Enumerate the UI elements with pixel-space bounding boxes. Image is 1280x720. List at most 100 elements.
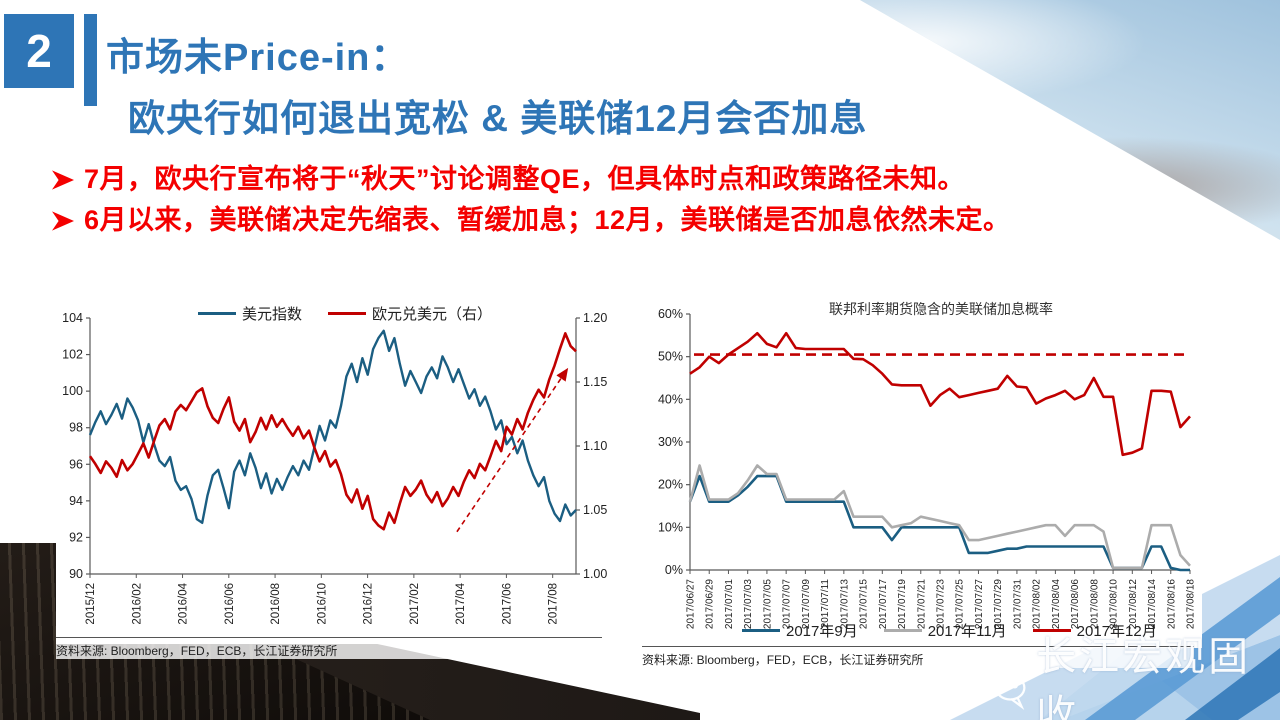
svg-text:2016/08: 2016/08 <box>270 583 282 625</box>
svg-text:1.20: 1.20 <box>583 311 607 325</box>
svg-text:2017/08/16: 2017/08/16 <box>1166 579 1177 629</box>
svg-text:104: 104 <box>62 311 83 325</box>
wechat-account-name: 长江宏观固收 <box>1036 635 1252 720</box>
legend-label: 2017年11月 <box>927 623 1007 640</box>
svg-text:94: 94 <box>69 494 83 508</box>
svg-text:98: 98 <box>69 421 83 435</box>
slide-title-line2: 欧央行如何退出宽松 & 美联储12月会否加息 <box>128 98 868 139</box>
slide-number-box: 2 <box>4 14 74 88</box>
svg-text:2017/08/18: 2017/08/18 <box>1186 579 1197 629</box>
svg-text:1.00: 1.00 <box>583 567 607 581</box>
wechat-icon <box>965 655 1026 710</box>
legend-label: 美元指数 <box>242 306 303 323</box>
svg-text:2017/08/08: 2017/08/08 <box>1089 579 1100 629</box>
svg-text:50%: 50% <box>658 350 683 364</box>
svg-text:2017/07/25: 2017/07/25 <box>955 579 966 629</box>
svg-text:2016/02: 2016/02 <box>131 583 143 625</box>
svg-text:20%: 20% <box>658 478 683 492</box>
svg-text:90: 90 <box>69 567 83 581</box>
svg-text:2016/06: 2016/06 <box>224 583 236 625</box>
svg-text:1.10: 1.10 <box>583 439 607 453</box>
series-美元指数 <box>88 329 577 525</box>
series-2017年9月 <box>688 474 1190 572</box>
legend-item: 2017年12月 <box>1032 620 1157 641</box>
left-chart-legend: 美元指数 欧元兑美元（右） <box>198 303 518 324</box>
bullet-text: 6月以来，美联储决定先缩表、暂缓加息；12月，美联储是否加息依然未定。 <box>84 205 1011 235</box>
svg-text:2017/07/17: 2017/07/17 <box>878 579 889 629</box>
legend-label: 2017年12月 <box>1076 623 1157 640</box>
svg-text:2017/07/19: 2017/07/19 <box>897 579 908 629</box>
legend-swatch <box>742 629 780 632</box>
svg-text:2017/07/09: 2017/07/09 <box>801 579 812 629</box>
svg-text:1.15: 1.15 <box>583 375 607 389</box>
series-欧元兑美元（右） <box>88 332 577 531</box>
svg-text:2017/07/27: 2017/07/27 <box>974 579 985 629</box>
svg-text:2017/07/21: 2017/07/21 <box>916 579 927 629</box>
svg-text:10%: 10% <box>658 520 683 534</box>
legend-swatch <box>1032 629 1071 632</box>
legend-swatch <box>328 312 367 315</box>
bullet-text: 7月，欧央行宣布将于“秋天”讨论调整QE，但具体时点和政策路径未知。 <box>84 164 966 194</box>
svg-text:2017/08/12: 2017/08/12 <box>1128 579 1139 629</box>
svg-text:2017/07/03: 2017/07/03 <box>743 579 754 629</box>
svg-text:2016/10: 2016/10 <box>316 583 328 625</box>
bullet-list: 7月，欧央行宣布将于“秋天”讨论调整QE，但具体时点和政策路径未知。 6月以来，… <box>52 160 1262 242</box>
svg-text:2017/07/05: 2017/07/05 <box>762 579 773 629</box>
fed-hike-probability-line-chart: 0% 10% 20% 30% 40% 50% 60% 2017/06/27 2017/06/29… <box>642 296 1202 648</box>
left-source-note: 资料来源: Bloomberg，FED，ECB，长江证券研究所 <box>56 637 602 659</box>
slide-number: 2 <box>26 25 52 77</box>
svg-text:2017/06/27: 2017/06/27 <box>686 579 697 629</box>
legend-label: 欧元兑美元（右） <box>372 306 493 323</box>
svg-text:100: 100 <box>62 384 83 398</box>
svg-text:2016/12: 2016/12 <box>363 583 375 625</box>
right-source-note: 资料来源: Bloomberg，FED，ECB，长江证券研究所 <box>642 646 1194 668</box>
svg-text:2016/04: 2016/04 <box>178 582 190 624</box>
svg-text:2015/12: 2015/12 <box>85 583 97 625</box>
legend-item: 2017年9月 <box>742 620 858 641</box>
series-2017年11月 <box>688 464 1191 570</box>
svg-text:2017/07/07: 2017/07/07 <box>782 579 793 629</box>
svg-text:2017/07/01: 2017/07/01 <box>724 579 735 629</box>
svg-text:2017/08/02: 2017/08/02 <box>1032 579 1043 629</box>
legend-item: 美元指数 <box>198 303 302 324</box>
legend-swatch <box>198 312 236 315</box>
arrow-bullet-icon <box>52 170 74 190</box>
svg-text:2017/07/15: 2017/07/15 <box>859 579 870 629</box>
svg-text:2017/08/06: 2017/08/06 <box>1070 579 1081 629</box>
chart-canvas: 0% 10% 20% 30% 40% 50% 60% 2017/06/27 2017/06/29… <box>658 307 1197 629</box>
svg-text:2017/07/31: 2017/07/31 <box>1012 579 1023 629</box>
svg-text:2017/08: 2017/08 <box>548 583 560 625</box>
arrow-bullet-icon <box>52 211 74 231</box>
svg-text:0%: 0% <box>665 563 683 577</box>
svg-text:2017/06/29: 2017/06/29 <box>705 579 716 629</box>
dollar-euro-line-chart: 90 92 94 96 98 100 102 104 1.00 1.05 1.10 1.15 1.20 2… <box>56 298 622 644</box>
bullet-item: 7月，欧央行宣布将于“秋天”讨论调整QE，但具体时点和政策路径未知。 <box>52 160 1262 199</box>
svg-text:1.05: 1.05 <box>583 503 607 517</box>
svg-text:102: 102 <box>62 348 83 362</box>
legend-label: 2017年9月 <box>786 623 858 640</box>
svg-text:2017/06: 2017/06 <box>501 583 513 625</box>
svg-text:2017/02: 2017/02 <box>409 583 421 625</box>
svg-text:30%: 30% <box>658 435 683 449</box>
svg-text:2017/04: 2017/04 <box>455 582 467 624</box>
title-accent-bar <box>84 14 97 106</box>
bullet-item: 6月以来，美联储决定先缩表、暂缓加息；12月，美联储是否加息依然未定。 <box>52 201 1262 240</box>
svg-text:2017/07/29: 2017/07/29 <box>993 579 1004 629</box>
svg-text:96: 96 <box>69 457 83 471</box>
svg-text:2017/08/10: 2017/08/10 <box>1109 579 1120 629</box>
legend-swatch <box>883 629 922 632</box>
right-chart-legend: 2017年9月 2017年11月 2017年12月 <box>742 620 1183 641</box>
svg-text:60%: 60% <box>658 307 683 321</box>
wechat-badge: 长江宏观固收 <box>962 624 1280 720</box>
svg-text:2017/07/13: 2017/07/13 <box>839 579 850 629</box>
svg-text:40%: 40% <box>658 392 683 406</box>
svg-text:2017/07/11: 2017/07/11 <box>820 579 831 629</box>
series-2017年12月 <box>689 331 1191 457</box>
legend-item: 2017年11月 <box>883 620 1007 641</box>
right-chart-title: 联邦利率期货隐含的美联储加息概率 <box>829 301 1053 317</box>
svg-text:2017/08/14: 2017/08/14 <box>1147 579 1158 629</box>
legend-item: 欧元兑美元（右） <box>328 303 492 324</box>
svg-text:2017/08/04: 2017/08/04 <box>1051 579 1062 629</box>
chart-canvas: 90 92 94 96 98 100 102 104 1.00 1.05 1.10 1.15 1.20 2… <box>62 311 607 625</box>
